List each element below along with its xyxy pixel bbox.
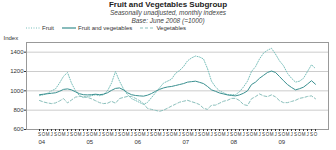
svg-text:J: J [114, 132, 116, 137]
svg-text:S: S [166, 132, 169, 137]
svg-text:J: J [194, 132, 196, 137]
svg-text:1400: 1400 [10, 49, 24, 55]
svg-text:800: 800 [13, 107, 24, 113]
svg-text:O: O [105, 131, 110, 137]
svg-text:05: 05 [87, 139, 94, 145]
svg-text:S: S [214, 132, 217, 137]
svg-text:O: O [281, 131, 286, 137]
svg-text:O: O [233, 131, 238, 137]
svg-text:J: J [242, 132, 244, 137]
svg-text:J: J [82, 132, 84, 137]
svg-text:S: S [310, 132, 313, 137]
svg-text:O: O [73, 131, 78, 137]
svg-text:M: M [286, 132, 290, 137]
svg-text:M: M [142, 132, 146, 137]
html-text:Seasonally unadjusted, monthly: Seasonally unadjusted, monthly indexes [110, 9, 226, 16]
svg-text:M: M [254, 132, 258, 137]
svg-text:O: O [217, 131, 222, 137]
svg-text:1200: 1200 [10, 68, 24, 74]
svg-text:O: O [201, 131, 206, 137]
html-text:Fruit and vegetables: Fruit and vegetables [78, 25, 133, 31]
svg-text:M: M [46, 132, 50, 137]
svg-text:O: O [265, 131, 270, 137]
svg-text:07: 07 [183, 139, 190, 145]
svg-text:S: S [70, 132, 73, 137]
svg-text:O: O [153, 131, 158, 137]
html-text:Vegetables: Vegetables [156, 25, 187, 31]
svg-text:S: S [54, 132, 57, 137]
svg-text:J: J [226, 132, 228, 137]
svg-text:S: S [262, 132, 265, 137]
svg-text:04: 04 [39, 139, 46, 145]
svg-text:O: O [185, 131, 190, 137]
svg-text:J: J [130, 132, 132, 137]
svg-text:O: O [314, 132, 318, 137]
svg-text:J: J [98, 132, 100, 137]
svg-text:O: O [57, 131, 62, 137]
svg-text:S: S [150, 132, 153, 137]
svg-text:S: S [182, 132, 185, 137]
svg-text:M: M [206, 132, 210, 137]
svg-text:S: S [198, 132, 201, 137]
svg-text:M: M [62, 132, 66, 137]
svg-text:J: J [306, 132, 308, 137]
svg-text:09: 09 [279, 139, 286, 145]
svg-text:M: M [78, 132, 82, 137]
svg-text:O: O [297, 131, 302, 137]
svg-text:O: O [249, 131, 254, 137]
svg-text:S: S [246, 132, 249, 137]
svg-text:S: S [86, 132, 89, 137]
svg-text:O: O [169, 131, 174, 137]
svg-text:M: M [222, 132, 226, 137]
svg-text:J: J [66, 132, 68, 137]
svg-text:J: J [162, 132, 164, 137]
html-text:Fruit: Fruit [42, 25, 54, 31]
svg-text:M: M [94, 132, 98, 137]
svg-text:M: M [302, 132, 306, 137]
svg-text:1000: 1000 [10, 88, 24, 94]
svg-text:O: O [137, 131, 142, 137]
svg-text:J: J [258, 132, 260, 137]
svg-text:O: O [41, 131, 46, 137]
svg-text:S: S [118, 132, 121, 137]
svg-text:M: M [126, 132, 130, 137]
svg-text:S: S [38, 132, 41, 137]
svg-text:J: J [210, 132, 212, 137]
svg-text:08: 08 [231, 139, 238, 145]
svg-text:S: S [102, 132, 105, 137]
svg-text:O: O [89, 131, 94, 137]
svg-text:M: M [190, 132, 194, 137]
svg-text:J: J [50, 132, 52, 137]
svg-text:600: 600 [13, 126, 24, 132]
svg-text:S: S [230, 132, 233, 137]
svg-text:J: J [274, 132, 276, 137]
svg-text:M: M [174, 132, 178, 137]
svg-text:J: J [146, 132, 148, 137]
svg-text:M: M [158, 132, 162, 137]
svg-text:O: O [121, 131, 126, 137]
svg-text:M: M [270, 132, 274, 137]
svg-text:J: J [290, 132, 292, 137]
svg-text:S: S [294, 132, 297, 137]
svg-text:06: 06 [135, 139, 142, 145]
svg-text:Index: Index [4, 35, 19, 41]
svg-text:S: S [134, 132, 137, 137]
svg-text:S: S [278, 132, 281, 137]
svg-text:J: J [178, 132, 180, 137]
html-text:Fruit and Vegetables Subgroup: Fruit and Vegetables Subgroup [108, 0, 228, 9]
svg-text:M: M [110, 132, 114, 137]
svg-text:M: M [238, 132, 242, 137]
html-text:Base: June 2008 (=1000): Base: June 2008 (=1000) [131, 16, 205, 24]
